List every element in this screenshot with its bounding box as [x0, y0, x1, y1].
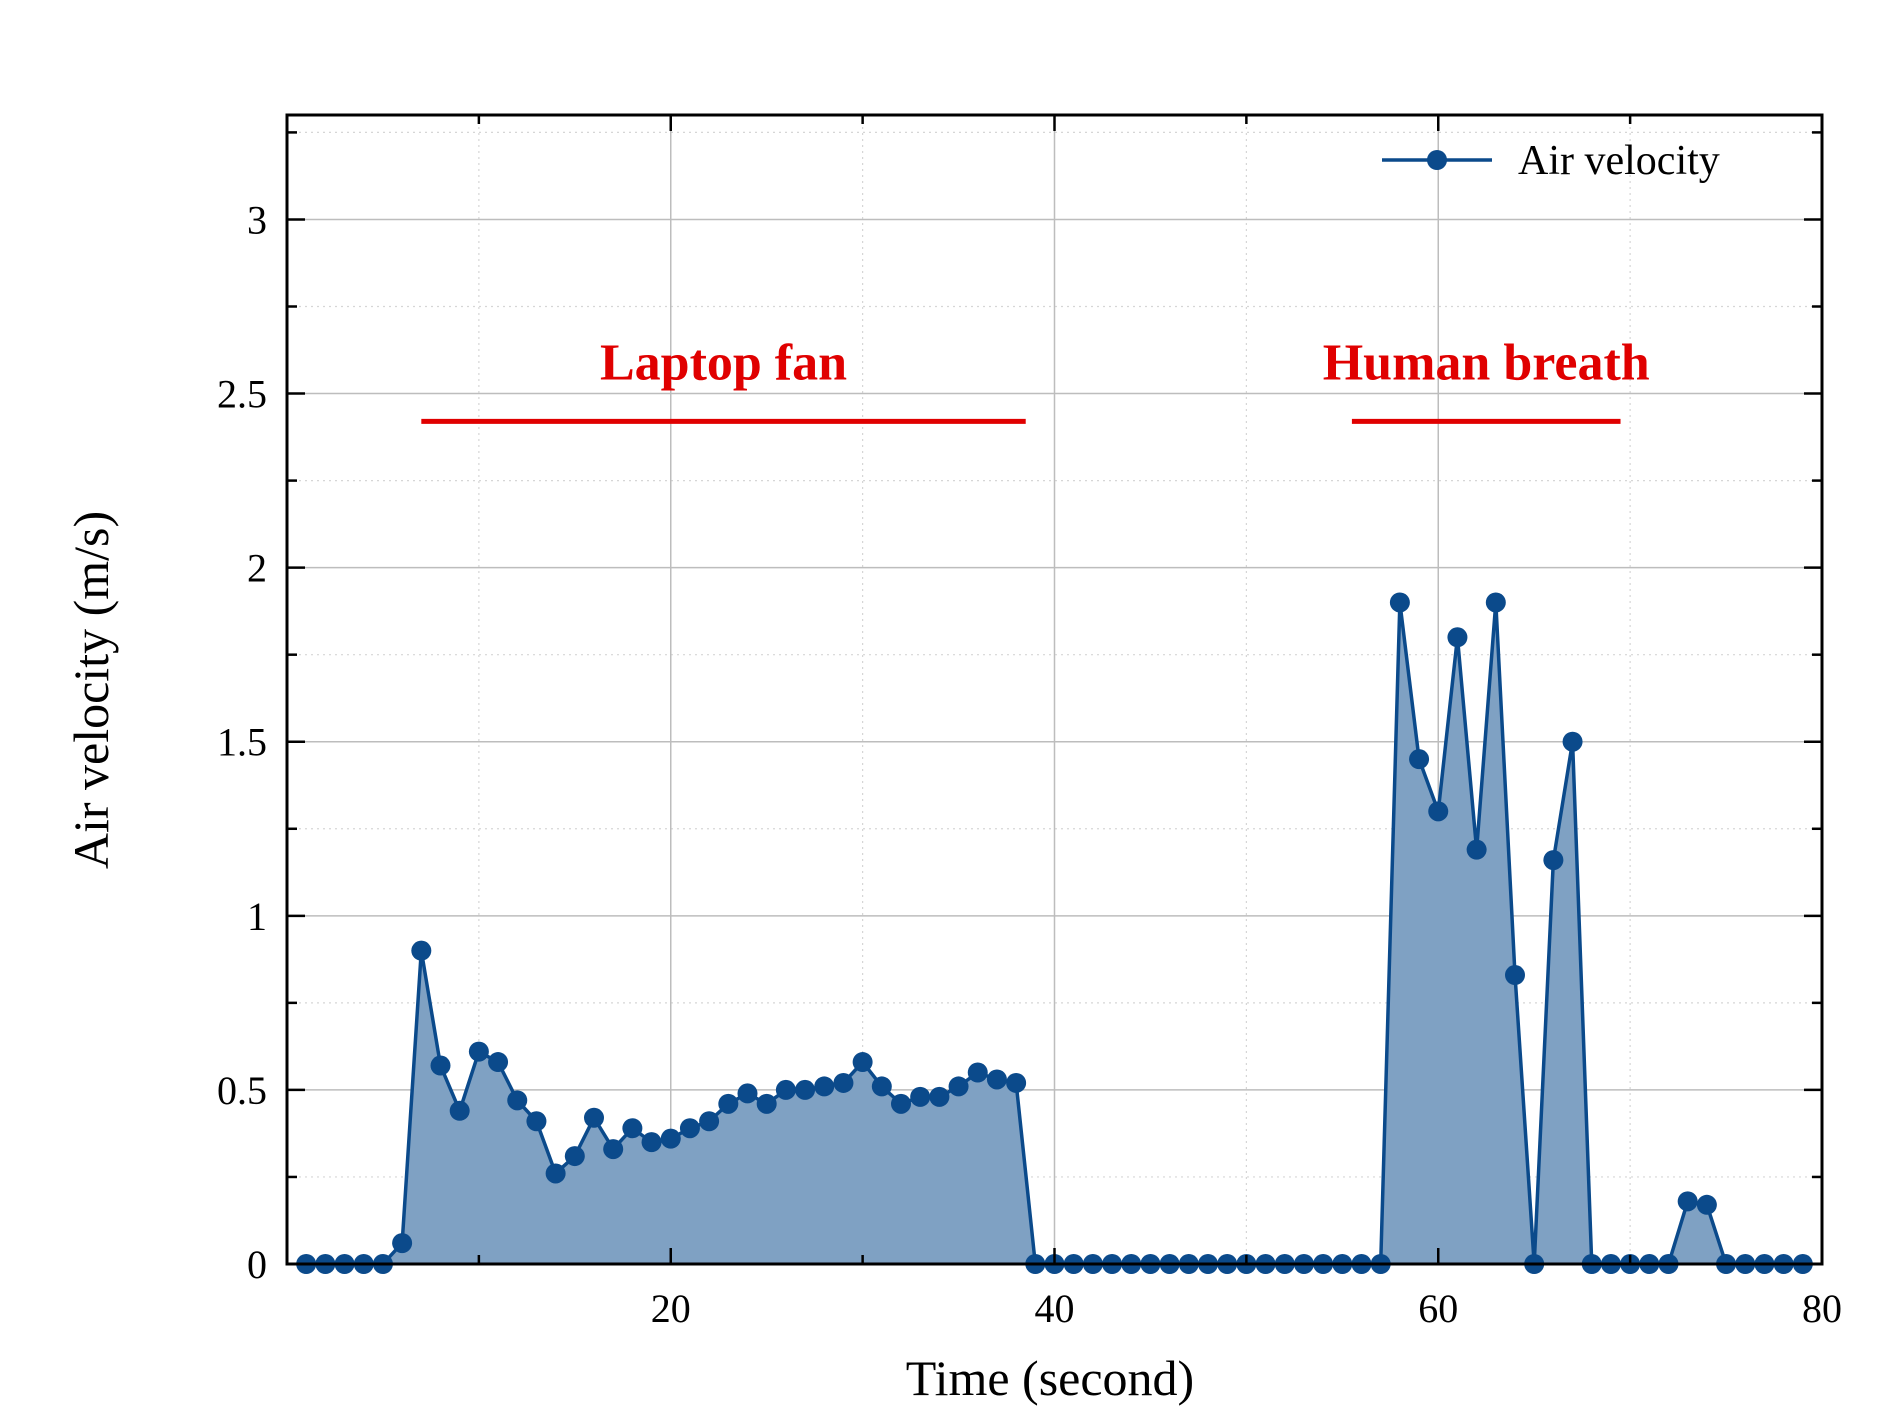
y-tick-label: 2.5 [217, 372, 267, 417]
data-point [430, 1055, 451, 1076]
data-point [775, 1079, 796, 1100]
tick-labels: 20 40 60 80 0 0.5 1 1.5 2 2.5 3 [217, 197, 1842, 1331]
data-point [986, 1069, 1007, 1090]
data-point [756, 1093, 777, 1114]
axes [285, 113, 1824, 1266]
data-point [1677, 1191, 1698, 1212]
data-point [737, 1083, 758, 1104]
data-point [488, 1052, 509, 1073]
y-axis-title: Air velocity (m/s) [63, 511, 119, 869]
data-point [660, 1128, 681, 1149]
data-point [1543, 850, 1564, 871]
y-tick-label: 1.5 [217, 720, 267, 765]
data-point [910, 1086, 931, 1107]
data-point [1485, 592, 1506, 613]
data-point [1562, 731, 1583, 752]
x-tick-label: 20 [651, 1286, 691, 1331]
data-point [584, 1107, 604, 1128]
data-point [411, 940, 432, 961]
data-point [641, 1132, 662, 1153]
data-point [967, 1062, 988, 1083]
data-point [622, 1118, 643, 1139]
data-point [699, 1111, 720, 1132]
y-tick-label: 0 [247, 1242, 267, 1287]
data-point [814, 1076, 835, 1097]
data-point [852, 1052, 873, 1073]
data-point [1466, 839, 1487, 860]
data-point [603, 1139, 624, 1160]
x-tick-label: 40 [1035, 1286, 1075, 1331]
data-point [449, 1100, 470, 1121]
data-point [795, 1079, 816, 1100]
annotation-label: Laptop fan [600, 334, 847, 391]
data-point [507, 1090, 528, 1111]
legend-label: Air velocity [1518, 138, 1720, 184]
data-point [891, 1093, 911, 1114]
data-point [1006, 1072, 1027, 1093]
data-point [545, 1163, 566, 1184]
x-axis-title: Time (second) [906, 1350, 1194, 1406]
legend: Air velocity [1382, 138, 1720, 184]
data-point [468, 1041, 489, 1062]
data-point [526, 1111, 547, 1132]
data-point [1428, 801, 1449, 822]
data-point [929, 1086, 950, 1107]
data-point [392, 1233, 413, 1254]
legend-marker-icon [1427, 150, 1447, 170]
data-point [948, 1076, 969, 1097]
annotations: Laptop fan Human breath [421, 334, 1650, 424]
x-tick-label: 60 [1418, 1286, 1458, 1331]
y-tick-label: 0.5 [217, 1068, 267, 1113]
data-point [1505, 965, 1525, 986]
data-point [833, 1072, 854, 1093]
data-point [564, 1146, 585, 1167]
data-point [1447, 627, 1468, 648]
data-point [1409, 749, 1430, 770]
data-point [1389, 592, 1410, 613]
y-tick-label: 3 [247, 197, 267, 242]
y-tick-label: 1 [247, 894, 267, 939]
data-point [871, 1076, 892, 1097]
x-tick-label: 80 [1802, 1286, 1842, 1331]
data-point [718, 1093, 739, 1114]
area-layer [306, 602, 1803, 1264]
series-area [306, 602, 1803, 1264]
data-point [679, 1118, 700, 1139]
y-tick-label: 2 [247, 546, 267, 591]
annotation-label: Human breath [1323, 334, 1650, 391]
data-point [1696, 1194, 1717, 1215]
